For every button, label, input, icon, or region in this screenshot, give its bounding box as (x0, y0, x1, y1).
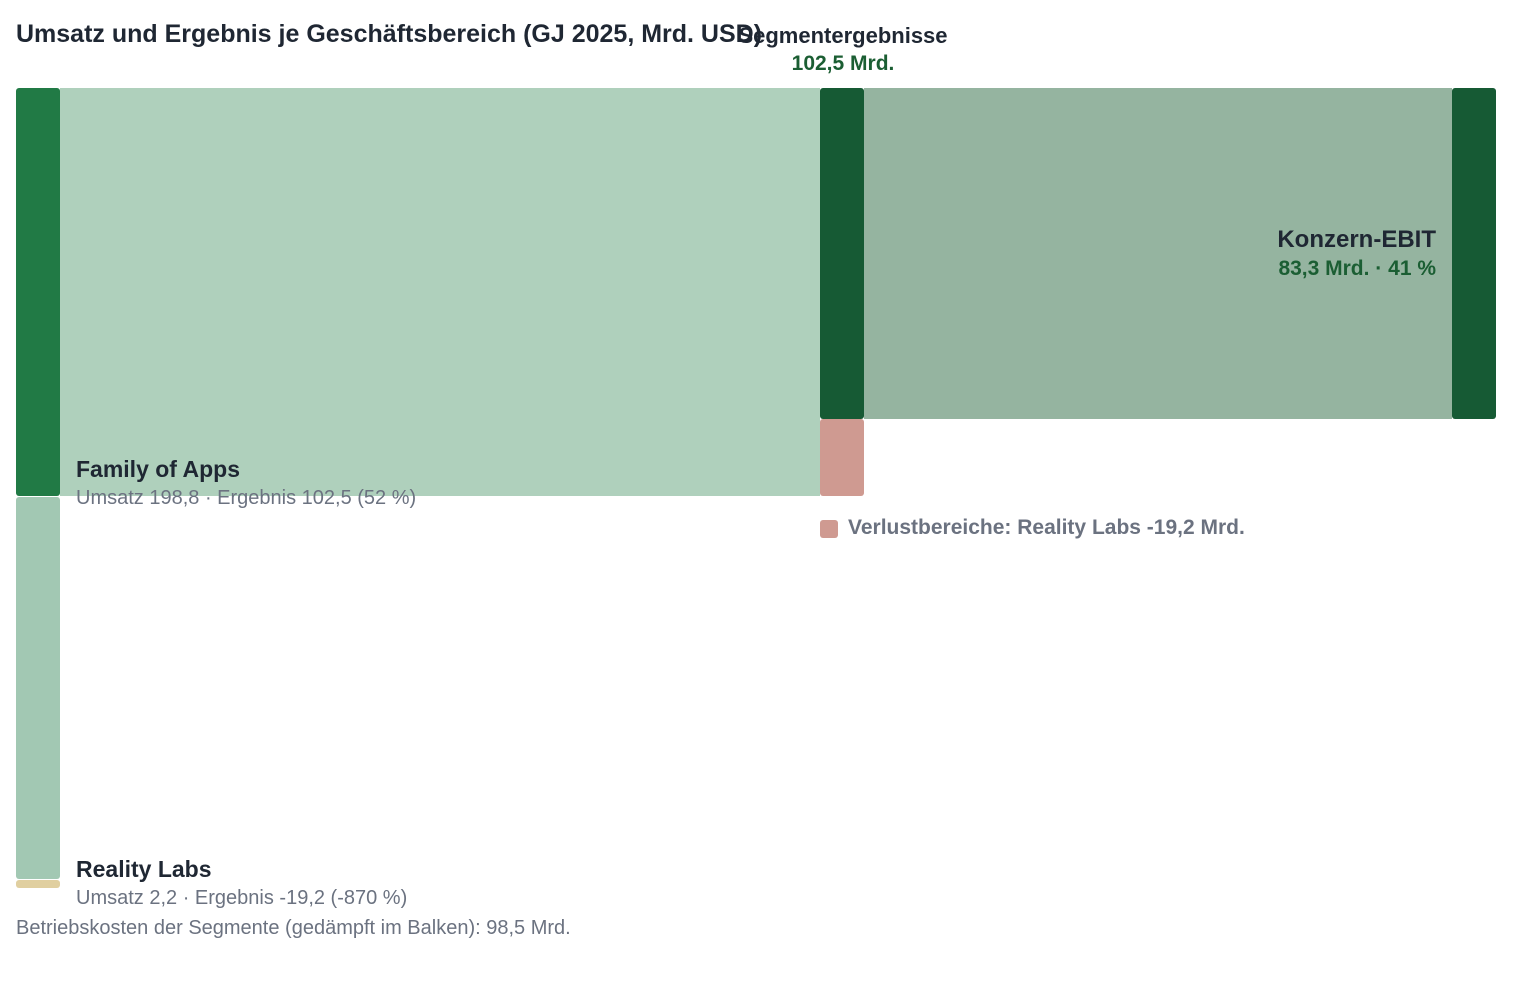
loss-legend-swatch (820, 520, 838, 538)
reality-labs-subtitle: Umsatz 2,2 · Ergebnis -19,2 (-870 %) (76, 887, 408, 909)
segment-results-title: Segmentergebnisse (738, 23, 948, 48)
loss-legend-label: Verlustbereiche: Reality Labs -19,2 Mrd. (848, 516, 1245, 539)
family-of-apps-label: Family of Apps (76, 456, 240, 482)
konzern-ebit-value: 83,3 Mrd. · 41 % (1278, 257, 1436, 280)
chart-title: Umsatz und Ergebnis je Geschäftsbereich … (16, 20, 763, 48)
loss-segments-node[interactable] (820, 419, 864, 496)
konzern-ebit-label: Konzern-EBIT (1277, 226, 1436, 253)
konzern-ebit-flow (864, 88, 1452, 419)
operating-costs-note: Betriebskosten der Segmente (gedämpft im… (16, 917, 571, 939)
reality-labs-cost-node[interactable] (16, 497, 60, 879)
segment-results-node[interactable] (820, 88, 864, 419)
reality-labs-node[interactable] (16, 880, 60, 888)
family-of-apps-subtitle: Umsatz 198,8 · Ergebnis 102,5 (52 %) (76, 487, 417, 509)
konzern-ebit-node[interactable] (1452, 88, 1496, 419)
segment-results-value: 102,5 Mrd. (791, 52, 895, 75)
reality-labs-label: Reality Labs (76, 856, 212, 882)
family-of-apps-node[interactable] (16, 88, 60, 496)
family-of-apps-flow (60, 88, 820, 496)
